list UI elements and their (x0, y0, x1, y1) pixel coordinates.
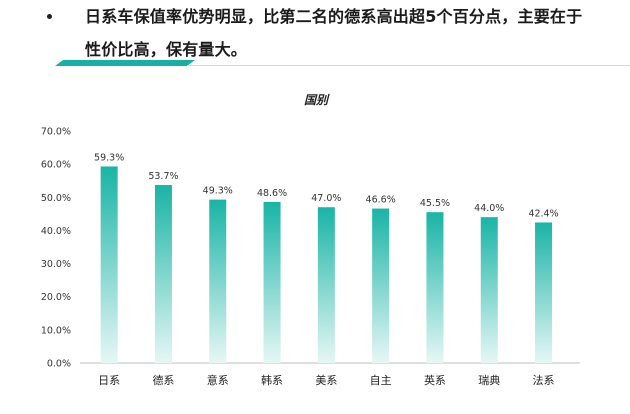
bar-value-label: 48.6% (257, 188, 287, 199)
bar (154, 185, 172, 363)
bar-value-label: 59.3% (94, 152, 124, 163)
bullet-text: 日系车保值率优势明显，比第二名的德系高出超5个百分点，主要在于性价比高，保有量大… (85, 7, 583, 59)
bar (263, 201, 281, 363)
bullet-point: 日系车保值率优势明显，比第二名的德系高出超5个百分点，主要在于性价比高，保有量大… (0, 0, 630, 70)
bullet-marker (47, 14, 52, 19)
x-category-label: 意系 (207, 373, 229, 387)
x-category-label: 美系 (315, 374, 337, 387)
x-category-label: 法系 (533, 373, 555, 387)
bar (535, 222, 553, 363)
bar (100, 166, 118, 363)
bar-chart: 国别 0.0% 10.0% 20.0% 30.0% 40.0% 50.0% 60.0% 70.… (41, 93, 580, 387)
bar (426, 212, 444, 363)
x-category-label: 瑞典 (478, 373, 500, 387)
y-axis: 0.0% 10.0% 20.0% 30.0% 40.0% 50.0% 60.0% 70.0% (41, 127, 71, 370)
x-category-label: 英系 (424, 373, 446, 387)
x-category-label: 德系 (152, 373, 174, 387)
bar-value-label: 49.3% (203, 186, 233, 197)
y-tick-label: 70.0% (41, 127, 71, 138)
bar (209, 199, 227, 363)
x-category-label: 韩系 (261, 373, 283, 387)
bar-series: 59.3% 日系 53.7% 德系 49.3% 意系 48.6% 韩系 47.0% 美系 46.6%… (94, 152, 559, 387)
bar (480, 217, 498, 363)
bar-value-label: 53.7% (148, 171, 178, 182)
bar-value-label: 46.6% (366, 195, 396, 206)
divider-accent (55, 60, 195, 66)
chart-title: 国别 (304, 93, 330, 107)
bar (372, 208, 390, 363)
y-tick-label: 10.0% (41, 325, 71, 336)
bar-value-label: 44.0% (474, 203, 504, 214)
bar-value-label: 45.5% (420, 198, 450, 209)
x-category-label: 日系 (98, 374, 120, 387)
header-divider (55, 60, 630, 66)
y-tick-label: 40.0% (41, 226, 71, 237)
y-tick-label: 50.0% (41, 193, 71, 204)
y-tick-label: 60.0% (41, 160, 71, 171)
bar-value-label: 42.4% (528, 208, 558, 219)
bar-value-label: 47.0% (311, 193, 341, 204)
bar (317, 207, 335, 363)
y-tick-label: 0.0% (47, 359, 71, 370)
y-tick-label: 30.0% (41, 259, 71, 270)
y-tick-label: 20.0% (41, 292, 71, 303)
x-category-label: 自主 (370, 374, 392, 387)
